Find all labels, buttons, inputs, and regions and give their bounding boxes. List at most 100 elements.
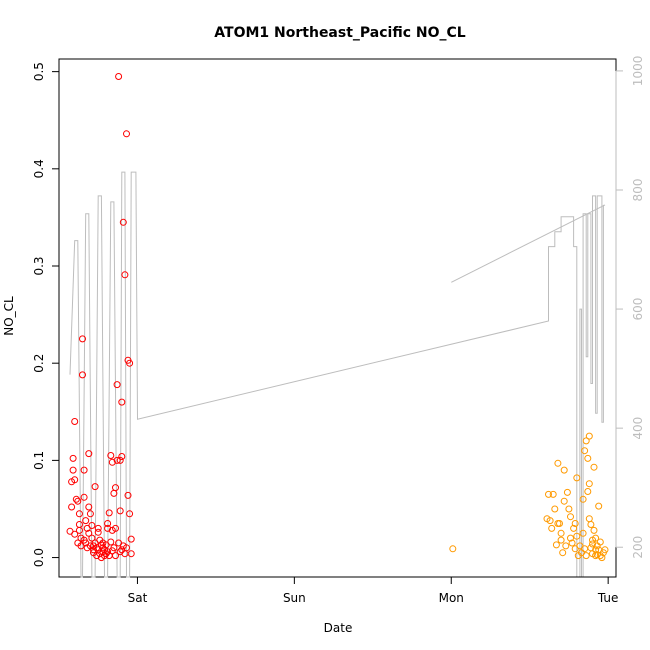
data-point-series-0 xyxy=(80,536,88,544)
data-point-series-0 xyxy=(124,491,132,499)
data-point-series-0 xyxy=(80,466,88,474)
data-point-series-0 xyxy=(107,538,115,546)
data-point-series-0 xyxy=(110,544,118,552)
data-point-series-1 xyxy=(595,502,603,510)
data-point-series-0 xyxy=(82,517,90,525)
data-point-series-0 xyxy=(126,359,134,367)
data-point-series-0 xyxy=(123,544,130,552)
data-point-series-1 xyxy=(601,546,609,554)
right-y-tick-label: 200 xyxy=(631,536,645,559)
data-point-series-0 xyxy=(85,503,93,511)
background-line-layer xyxy=(69,171,606,578)
chart-title: ATOM1 Northeast_Pacific NO_CL xyxy=(214,25,465,41)
data-point-series-0 xyxy=(112,552,119,560)
data-point-series-0 xyxy=(112,524,119,532)
data-point-series-0 xyxy=(71,418,79,425)
data-point-series-1 xyxy=(584,488,592,495)
data-point-series-0 xyxy=(127,550,135,558)
right-y-axis: 200 400 600 800 1000 xyxy=(615,56,645,559)
data-point-series-1 xyxy=(560,497,568,505)
data-point-series-1 xyxy=(579,495,587,503)
data-point-series-0 xyxy=(126,510,134,518)
data-point-series-0 xyxy=(107,452,115,459)
background-line-1 xyxy=(451,204,606,283)
right-y-tick-label: 800 xyxy=(631,179,645,202)
data-point-series-0 xyxy=(79,371,86,379)
data-point-series-1 xyxy=(545,490,552,498)
points-layer xyxy=(66,73,609,562)
data-point-series-1 xyxy=(587,521,595,528)
y-tick-label: 0.3 xyxy=(32,256,46,275)
data-point-series-1 xyxy=(554,520,562,527)
y-tick-label: 0.2 xyxy=(32,354,46,373)
y-tick-label: 0.0 xyxy=(32,548,46,567)
data-point-series-1 xyxy=(562,542,570,550)
data-point-series-1 xyxy=(568,539,576,547)
data-point-series-1 xyxy=(581,545,589,553)
data-point-series-0 xyxy=(112,484,119,492)
data-point-series-0 xyxy=(113,456,121,464)
y-tick-label: 0.4 xyxy=(32,159,46,178)
data-point-series-1 xyxy=(579,529,587,537)
data-point-series-0 xyxy=(118,453,126,460)
data-point-series-1 xyxy=(560,466,568,474)
data-point-series-1 xyxy=(585,432,593,440)
data-point-series-0 xyxy=(115,73,123,80)
data-point-series-1 xyxy=(589,540,596,548)
data-point-series-1 xyxy=(548,524,556,532)
data-point-series-1 xyxy=(585,480,593,488)
data-point-series-0 xyxy=(68,503,76,511)
data-point-series-0 xyxy=(116,456,124,464)
data-point-series-0 xyxy=(72,495,80,503)
data-point-series-1 xyxy=(552,541,560,549)
data-point-series-0 xyxy=(90,542,97,550)
data-point-series-1 xyxy=(546,517,554,525)
data-point-series-0 xyxy=(74,497,82,505)
data-point-series-0 xyxy=(119,218,127,226)
data-point-series-1 xyxy=(557,536,565,544)
data-point-series-1 xyxy=(573,474,581,482)
y-tick-label: 0.5 xyxy=(32,62,46,81)
data-point-series-1 xyxy=(581,447,589,455)
data-point-series-1 xyxy=(596,538,604,546)
data-point-series-1 xyxy=(449,545,457,553)
data-point-series-0 xyxy=(104,548,112,556)
data-point-series-0 xyxy=(85,450,93,458)
data-point-series-1 xyxy=(571,520,579,527)
data-point-series-0 xyxy=(75,521,83,528)
data-point-series-0 xyxy=(94,528,102,536)
data-point-series-1 xyxy=(554,459,562,467)
data-point-series-1 xyxy=(582,437,590,445)
data-point-series-0 xyxy=(105,509,113,517)
data-point-series-0 xyxy=(116,507,124,515)
data-point-series-0 xyxy=(69,466,77,474)
data-point-series-0 xyxy=(127,535,135,543)
right-y-tick-label: 600 xyxy=(631,298,645,321)
x-tick-label: Tue xyxy=(597,591,619,605)
data-point-series-1 xyxy=(590,526,598,534)
y-tick-label: 0.1 xyxy=(32,451,46,470)
data-point-series-0 xyxy=(121,271,129,279)
data-point-series-1 xyxy=(598,554,606,562)
x-tick-label: Sat xyxy=(128,591,148,605)
y-axis-label: NO_CL xyxy=(2,296,16,336)
right-y-tick-label: 400 xyxy=(631,417,645,440)
background-line-0 xyxy=(69,171,604,578)
plot-frame xyxy=(58,58,617,578)
data-point-series-0 xyxy=(71,530,79,538)
data-point-series-0 xyxy=(75,510,83,518)
data-point-series-0 xyxy=(88,522,96,529)
data-point-series-1 xyxy=(590,463,598,471)
data-point-series-0 xyxy=(94,524,102,532)
data-point-series-1 xyxy=(559,549,567,557)
data-point-series-0 xyxy=(68,478,76,486)
x-tick-label: Sun xyxy=(283,591,306,605)
data-point-series-0 xyxy=(79,335,86,343)
data-point-series-0 xyxy=(113,381,121,389)
data-point-series-0 xyxy=(116,548,124,556)
data-point-series-0 xyxy=(85,529,93,537)
data-point-series-1 xyxy=(549,490,557,498)
data-point-series-0 xyxy=(91,483,99,491)
data-point-series-0 xyxy=(88,534,96,542)
x-axis-label: Date xyxy=(324,621,353,635)
